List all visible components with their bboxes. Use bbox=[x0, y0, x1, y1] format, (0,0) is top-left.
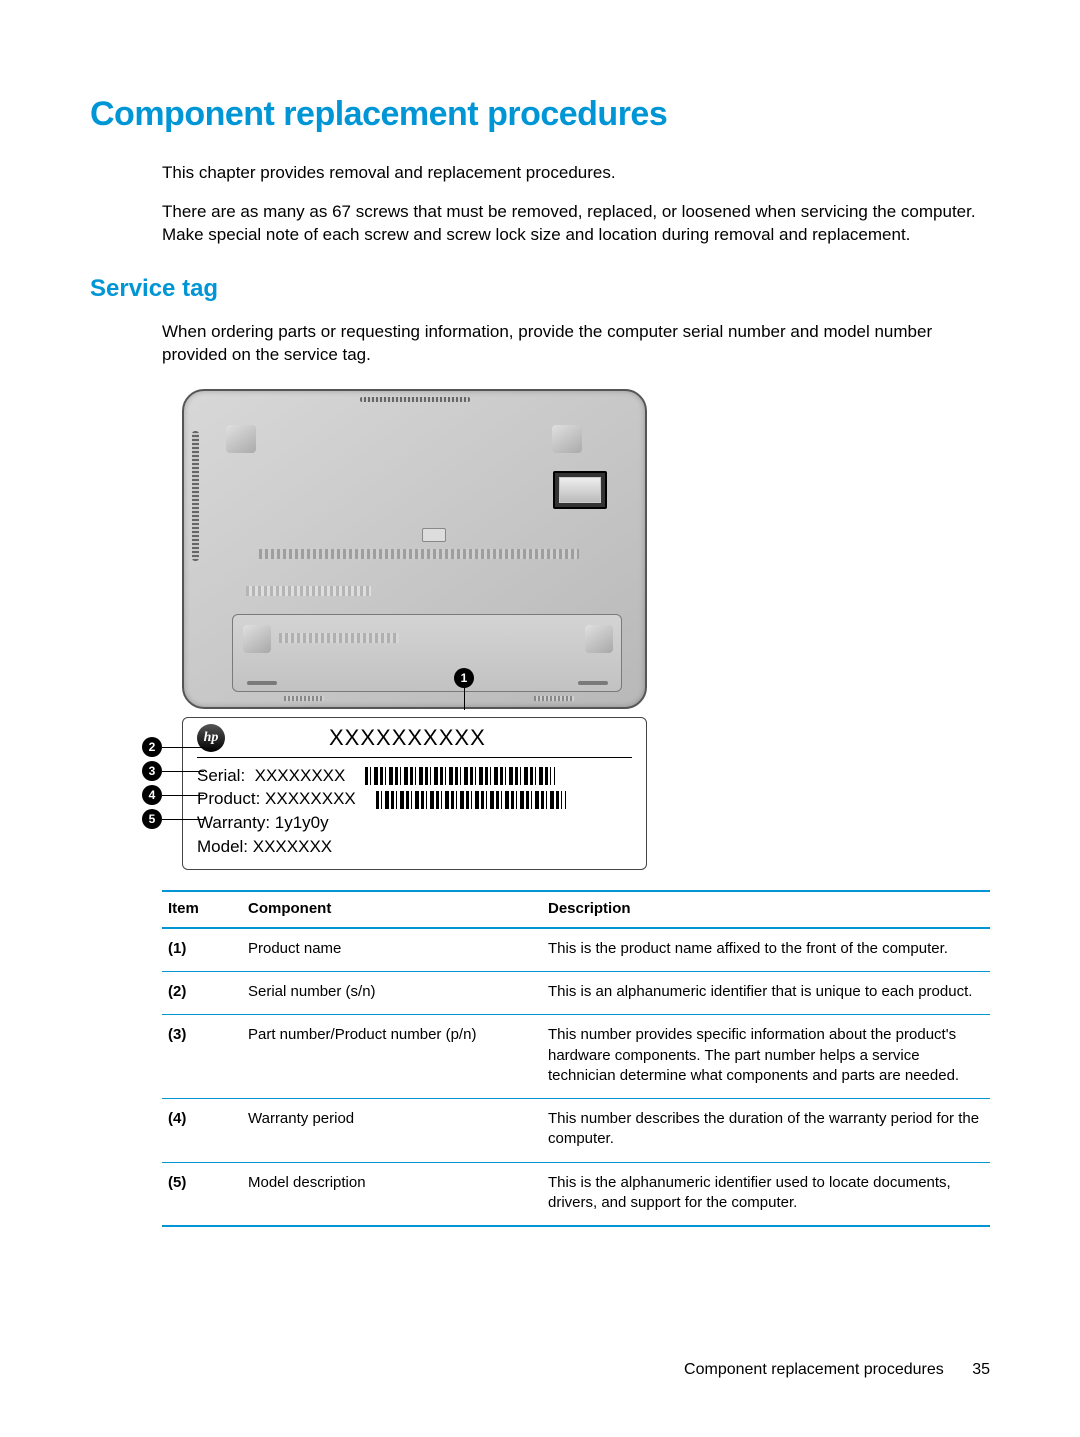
cell-component: Model description bbox=[242, 1162, 542, 1226]
table-row: (4)Warranty periodThis number describes … bbox=[162, 1099, 990, 1163]
label-warranty: Warranty: 1y1y0y bbox=[197, 811, 632, 835]
cell-description: This is an alphanumeric identifier that … bbox=[542, 972, 990, 1015]
page-number: 35 bbox=[972, 1361, 990, 1378]
callout-4: 4 bbox=[142, 785, 162, 805]
intro-paragraph-1: This chapter provides removal and replac… bbox=[162, 162, 990, 185]
callout-2: 2 bbox=[142, 737, 162, 757]
table-row: (1)Product nameThis is the product name … bbox=[162, 928, 990, 972]
cell-description: This number describes the duration of th… bbox=[542, 1099, 990, 1163]
cell-item: (5) bbox=[162, 1162, 242, 1226]
label-model: Model: XXXXXXX bbox=[197, 835, 632, 859]
cell-item: (2) bbox=[162, 972, 242, 1015]
left-callout-stack: 2 3 4 5 bbox=[142, 737, 162, 833]
callout-3: 3 bbox=[142, 761, 162, 781]
table-row: (2)Serial number (s/n)This is an alphanu… bbox=[162, 972, 990, 1015]
callout-5: 5 bbox=[142, 809, 162, 829]
regulatory-sticker-icon bbox=[553, 471, 607, 509]
cell-item: (3) bbox=[162, 1015, 242, 1099]
label-product: Product: XXXXXXXX bbox=[197, 789, 356, 808]
cell-component: Warranty period bbox=[242, 1099, 542, 1163]
cell-description: This number provides specific informatio… bbox=[542, 1015, 990, 1099]
table-header-component: Component bbox=[242, 891, 542, 928]
intro-paragraph-2: There are as many as 67 screws that must… bbox=[162, 201, 990, 247]
cell-component: Product name bbox=[242, 928, 542, 972]
service-tag-table: Item Component Description (1)Product na… bbox=[162, 890, 990, 1227]
footer-title: Component replacement procedures bbox=[684, 1361, 944, 1378]
service-tag-diagram: 1 hp XXXXXXXXXX Serial: XXXXXXXX Product… bbox=[162, 389, 652, 870]
cell-description: This is the alphanumeric identifier used… bbox=[542, 1162, 990, 1226]
cell-item: (1) bbox=[162, 928, 242, 972]
cell-component: Part number/Product number (p/n) bbox=[242, 1015, 542, 1099]
barcode-icon bbox=[376, 791, 566, 809]
table-header-item: Item bbox=[162, 891, 242, 928]
section-heading-service-tag: Service tag bbox=[90, 275, 990, 303]
table-header-description: Description bbox=[542, 891, 990, 928]
barcode-icon bbox=[365, 767, 555, 785]
table-row: (5)Model descriptionThis is the alphanum… bbox=[162, 1162, 990, 1226]
callout-1: 1 bbox=[454, 668, 474, 688]
laptop-bottom-illustration: 1 bbox=[182, 389, 647, 709]
table-row: (3)Part number/Product number (p/n)This … bbox=[162, 1015, 990, 1099]
cell-description: This is the product name affixed to the … bbox=[542, 928, 990, 972]
label-product-name: XXXXXXXXXX bbox=[329, 725, 486, 751]
service-tag-paragraph: When ordering parts or requesting inform… bbox=[162, 321, 990, 367]
cell-item: (4) bbox=[162, 1099, 242, 1163]
cell-component: Serial number (s/n) bbox=[242, 972, 542, 1015]
service-tag-label: hp XXXXXXXXXX Serial: XXXXXXXX Product: … bbox=[182, 717, 647, 870]
label-serial: Serial: XXXXXXXX bbox=[197, 766, 345, 785]
page-title: Component replacement procedures bbox=[90, 95, 990, 134]
